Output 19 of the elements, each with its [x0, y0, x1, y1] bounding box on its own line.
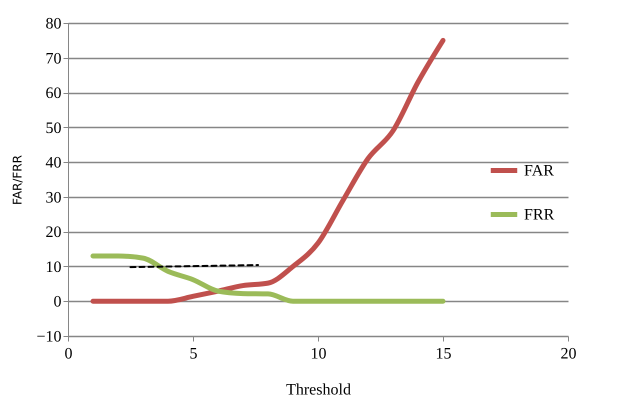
x-tick-label: 5 [190, 346, 198, 362]
y-tick-label: 10 [46, 258, 62, 276]
y-tick-label: 40 [46, 154, 62, 172]
x-tick-label: 15 [436, 346, 452, 362]
y-tick-label: 20 [46, 224, 62, 242]
x-axis-title: Threshold [286, 382, 351, 398]
y-tick-label: −10 [36, 328, 62, 346]
y-tick-label: 50 [46, 120, 62, 137]
y-tick-label: 60 [46, 85, 62, 102]
y-tick-label: 80 [46, 16, 62, 32]
y-tick-label: 30 [46, 189, 62, 206]
x-tick-label: 10 [310, 346, 326, 362]
y-tick-label: 0 [54, 294, 62, 311]
legend-label: FAR [524, 162, 554, 180]
x-tick-label: 0 [64, 346, 72, 362]
y-tick-label: 70 [46, 50, 62, 68]
legend-label: FRR [524, 206, 555, 224]
x-tick-label: 20 [560, 346, 576, 362]
y-axis-title: FAR/FRR [10, 155, 24, 205]
